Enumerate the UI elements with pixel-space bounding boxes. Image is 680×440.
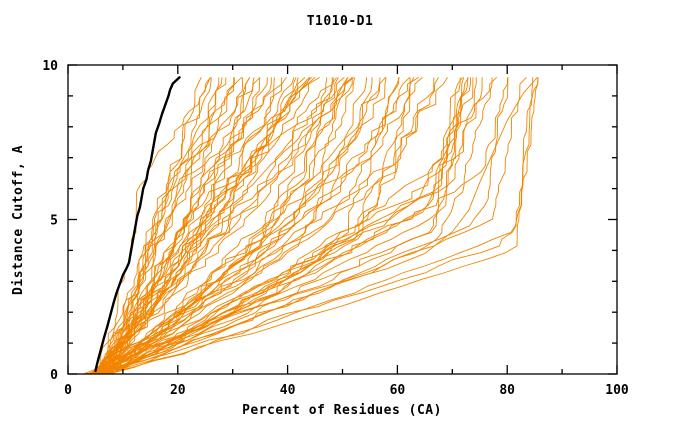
x-tick-label: 100 [605,383,629,398]
prediction-curve [101,77,261,374]
y-tick-label: 10 [42,59,58,74]
prediction-curve [88,76,420,374]
prediction-curves [83,76,539,374]
x-tick-labels: 0 20 40 60 80 100 [64,383,629,398]
x-tick-label: 60 [390,383,406,398]
axes-frame: 0 20 40 60 80 100 0 5 10 [42,59,629,398]
prediction-curve [104,77,243,374]
prediction-curve [91,77,356,374]
x-tick-label: 40 [280,383,296,398]
x-axis-label: Percent of Residues (CA) [242,403,442,418]
prediction-curve [100,77,295,374]
prediction-curve [88,77,448,374]
prediction-curve [104,77,474,374]
prediction-curve [99,77,439,374]
prediction-curve [96,77,333,374]
prediction-curve [103,77,415,374]
chart-title: T1010-D1 [306,14,374,29]
prediction-curve [96,77,354,374]
prediction-curve [97,77,387,374]
prediction-curve [98,77,527,374]
y-axis-label: Distance Cutoff, A [11,145,26,295]
prediction-curve [88,77,349,374]
prediction-curve [99,77,202,374]
prediction-curve [100,77,498,374]
x-tick-label: 20 [170,383,186,398]
x-tick-label: 80 [499,383,515,398]
prediction-curve [95,77,287,374]
prediction-curve-outlier [103,77,538,373]
prediction-curve [89,77,334,374]
y-tick-label: 5 [50,214,58,229]
prediction-curve [101,77,465,374]
prediction-curve [93,77,477,374]
prediction-curve [98,76,320,374]
prediction-curve [99,77,316,374]
prediction-curve [92,77,306,374]
prediction-curve [90,77,297,374]
prediction-curve [91,77,534,374]
y-tick-label: 0 [50,368,58,383]
prediction-curve [85,77,461,374]
prediction-curve [108,77,539,374]
prediction-curve [91,77,313,374]
prediction-curve [101,77,381,374]
prediction-curve [102,77,268,374]
x-tick-label: 0 [64,383,72,398]
prediction-curve [91,77,411,374]
prediction-curve [106,77,373,374]
reference-curve [94,76,181,373]
data-series-layer [83,76,539,374]
prediction-curve [96,77,368,374]
prediction-curve [98,77,339,374]
prediction-curve [98,77,328,374]
axis-ticks [67,64,618,375]
prediction-curve [96,77,493,374]
prediction-curve [101,77,539,374]
y-tick-labels: 0 5 10 [42,59,58,383]
prediction-curve [95,77,508,374]
